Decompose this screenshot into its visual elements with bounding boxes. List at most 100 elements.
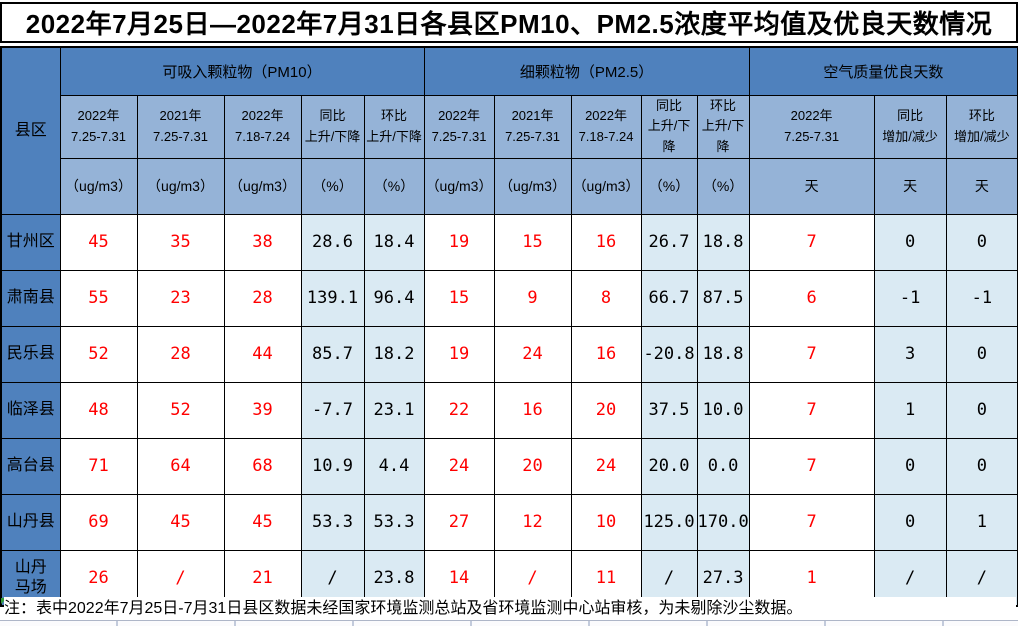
value-cell: 52	[136, 381, 225, 439]
value-cell: 66.7	[640, 269, 698, 327]
value-cell: 28	[223, 269, 302, 327]
value-cell: 3	[873, 325, 947, 383]
value-cell: 45	[59, 213, 138, 271]
value-cell: 35	[136, 213, 225, 271]
unit-header-row: （ug/m3） （ug/m3） （ug/m3） （%） （%） （ug/m3） …	[1, 157, 1018, 215]
period-header-cell: 2022年 7.25-7.31	[423, 94, 495, 159]
value-cell: 9	[493, 269, 572, 327]
value-cell: 68	[223, 437, 302, 495]
value-cell: 0	[873, 493, 947, 551]
value-cell: 0	[945, 381, 1018, 439]
value-cell: 10.0	[696, 381, 750, 439]
unit-header-cell: （ug/m3）	[223, 157, 302, 215]
value-cell: 28.6	[300, 213, 365, 271]
value-cell: 38	[223, 213, 302, 271]
value-cell: 6	[748, 269, 875, 327]
value-cell: 18.2	[363, 325, 425, 383]
value-cell: 7	[748, 325, 875, 383]
unit-header-cell: （ug/m3）	[423, 157, 495, 215]
value-cell: 24	[493, 325, 572, 383]
row-header: 高台县	[0, 437, 61, 495]
spreadsheet-gridline-strip	[0, 620, 1018, 626]
period-header-cell: 2022年 7.25-7.31	[59, 94, 138, 159]
row-header: 临泽县	[0, 381, 61, 439]
unit-header-cell: （%）	[696, 157, 750, 215]
value-cell: 87.5	[696, 269, 750, 327]
period-header-cell: 同比 上升/下降	[640, 94, 698, 159]
unit-header-cell: （ug/m3）	[570, 157, 642, 215]
value-cell: 0	[945, 213, 1018, 271]
period-header-row: 2022年 7.25-7.31 2021年 7.25-7.31 2022年 7.…	[1, 94, 1018, 159]
value-cell: 15	[423, 269, 495, 327]
value-cell: 20	[570, 381, 642, 439]
table-row: 山丹县 69 45 45 53.3 53.3 27 12 10 125.0 170.0 7 0 1	[0, 493, 1018, 551]
value-cell: 52	[59, 325, 138, 383]
value-cell: 96.4	[363, 269, 425, 327]
value-cell: -1	[945, 269, 1018, 327]
row-header-title: 县区	[0, 46, 61, 215]
value-cell: 39	[223, 381, 302, 439]
value-cell: 7	[748, 493, 875, 551]
table-row: 临泽县 48 52 39 -7.7 23.1 22 16 20 37.5 10.0 7 1 0	[0, 381, 1018, 439]
period-header-cell: 2022年 7.18-7.24	[570, 94, 642, 159]
value-cell: 45	[136, 493, 225, 551]
value-cell: 71	[59, 437, 138, 495]
data-table: 县区 可吸入颗粒物（PM10） 细颗粒物（PM2.5） 空气质量优良天数 202…	[0, 46, 1018, 608]
value-cell: -1	[873, 269, 947, 327]
value-cell: 125.0	[640, 493, 698, 551]
value-cell: 55	[59, 269, 138, 327]
period-header-cell: 2022年 7.25-7.31	[748, 94, 875, 159]
value-cell: 26.7	[640, 213, 698, 271]
unit-header-cell: 天	[873, 157, 947, 215]
value-cell: 12	[493, 493, 572, 551]
value-cell: 0	[873, 213, 947, 271]
value-cell: 7	[748, 381, 875, 439]
value-cell: 10	[570, 493, 642, 551]
value-cell: 45	[223, 493, 302, 551]
value-cell: 1	[945, 493, 1018, 551]
table-row: 民乐县 52 28 44 85.7 18.2 19 24 16 -20.8 18.8 7 3 0	[0, 325, 1018, 383]
value-cell: 20.0	[640, 437, 698, 495]
value-cell: 22	[423, 381, 495, 439]
value-cell: 7	[748, 437, 875, 495]
table-row: 高台县 71 64 68 10.9 4.4 24 20 24 20.0 0.0 7 0 0	[0, 437, 1018, 495]
period-header-cell: 同比 增加/减少	[873, 94, 947, 159]
row-header: 肃南县	[0, 269, 61, 327]
value-cell: 0	[945, 325, 1018, 383]
row-header: 民乐县	[0, 325, 61, 383]
table-header: 县区 可吸入颗粒物（PM10） 细颗粒物（PM2.5） 空气质量优良天数 202…	[0, 46, 1018, 215]
table-row: 甘州区 45 35 38 28.6 18.4 19 15 16 26.7 18.8 7 0 0	[0, 213, 1018, 271]
group-header-row: 县区 可吸入颗粒物（PM10） 细颗粒物（PM2.5） 空气质量优良天数	[0, 46, 1018, 215]
value-cell: 85.7	[300, 325, 365, 383]
value-cell: 16	[493, 381, 572, 439]
row-header: 山丹县	[0, 493, 61, 551]
value-cell: 0.0	[696, 437, 750, 495]
value-cell: 24	[423, 437, 495, 495]
value-cell: 27	[423, 493, 495, 551]
row-header: 甘州区	[0, 213, 61, 271]
unit-header-cell: （%）	[300, 157, 365, 215]
unit-header-cell: 天	[748, 157, 875, 215]
value-cell: 0	[873, 437, 947, 495]
value-cell: 23.1	[363, 381, 425, 439]
period-header-cell: 同比 上升/下降	[300, 94, 365, 159]
unit-header-cell: （ug/m3）	[59, 157, 138, 215]
value-cell: 16	[570, 213, 642, 271]
value-cell: 19	[423, 325, 495, 383]
value-cell: 69	[59, 493, 138, 551]
group-header-pm25: 细颗粒物（PM2.5）	[423, 46, 750, 96]
value-cell: 18.4	[363, 213, 425, 271]
value-cell: 23	[136, 269, 225, 327]
report-title: 2022年7月25日—2022年7月31日各县区PM10、PM2.5浓度平均值及…	[0, 2, 1018, 43]
unit-header-cell: （ug/m3）	[136, 157, 225, 215]
value-cell: 53.3	[300, 493, 365, 551]
table-row: 肃南县 55 23 28 139.1 96.4 15 9 8 66.7 87.5 6 -1 -1	[0, 269, 1018, 327]
value-cell: 48	[59, 381, 138, 439]
group-header-good-days: 空气质量优良天数	[748, 46, 1018, 96]
unit-header-cell: 天	[945, 157, 1018, 215]
group-header-pm10: 可吸入颗粒物（PM10）	[59, 46, 425, 96]
unit-header-cell: （%）	[363, 157, 425, 215]
value-cell: -7.7	[300, 381, 365, 439]
value-cell: 28	[136, 325, 225, 383]
